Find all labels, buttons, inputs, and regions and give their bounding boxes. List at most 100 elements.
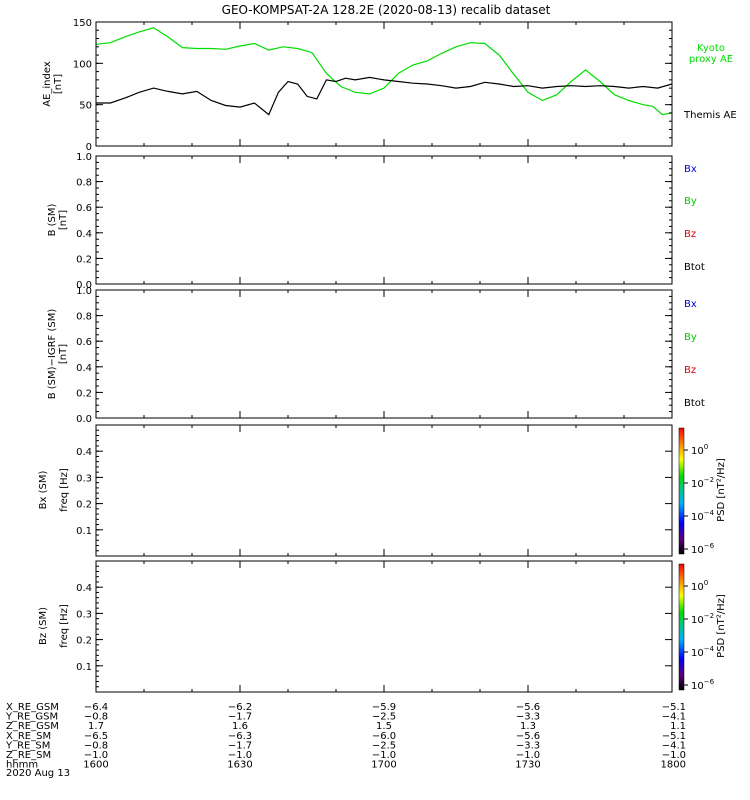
- x-table-value: 1.5: [376, 721, 392, 732]
- colorbar-tick-label: 10−2: [691, 476, 714, 490]
- legend-themis: Themis AE: [683, 110, 737, 121]
- b-sm-legend-bz: Bz: [684, 229, 696, 240]
- y-tick-label: 0.8: [76, 312, 92, 323]
- x-table-value: −1.0: [84, 750, 108, 761]
- b-sm-legend-bx: Bx: [684, 164, 697, 175]
- x-table-value: −5.9: [372, 702, 396, 713]
- y-tick-label: 0.3: [76, 609, 92, 620]
- y-tick-label: 0.0: [76, 414, 92, 425]
- bz-spectrogram-panel: 0.10.20.30.4 Bz (SM) freq [Hz] 10010−210…: [38, 560, 727, 693]
- x-table-value: −0.8: [84, 740, 108, 751]
- bz-spectrogram-ylabel: Bz (SM): [38, 607, 49, 645]
- series-themis-ae: [96, 76, 673, 116]
- b-igrf-ticks: 0.0 0.2 0.4 0.6 0.8 1.0: [76, 286, 673, 425]
- b-igrf-ylabel: B (SM)−IGRF (SM): [47, 309, 58, 400]
- y-tick-label: 150: [73, 18, 92, 29]
- b-igrf-yunit: [nT]: [58, 344, 69, 364]
- b-sm-yunit: [nT]: [58, 210, 69, 230]
- y-tick-label: 0.0: [76, 280, 92, 291]
- x-table-value: 1730: [515, 760, 540, 771]
- x-table-row-label: X_RE_GSM: [6, 702, 59, 713]
- x-axis-date: 2020 Aug 13: [6, 768, 70, 779]
- legend-kyoto-line1: Kyoto: [697, 43, 725, 54]
- ae-panel: 0 50 100 150 AE_index [nT] Kyoto proxy AE T…: [42, 18, 737, 153]
- b-sm-legend-by: By: [684, 196, 697, 207]
- x-table-value: −5.1: [662, 702, 686, 713]
- x-table-value: −4.1: [662, 740, 686, 751]
- colorbar-tick-label: 100: [691, 443, 708, 457]
- bx-colorbar: [678, 427, 685, 555]
- b-igrf-legend-by: By: [684, 332, 697, 343]
- colorbar-tick-exponent: −2: [704, 476, 714, 484]
- x-table-value: −6.0: [372, 731, 396, 742]
- bz-spectrogram-ticks: 0.1 0.2 0.3 0.4: [76, 560, 673, 693]
- colorbar-tick-exponent: 0: [704, 579, 708, 587]
- x-table-value: −6.2: [228, 702, 252, 713]
- b-sm-panel: 0.00.20.40.60.81.0 B (SM) [nT] Bx By Bz …: [47, 152, 705, 291]
- x-table-value: −6.5: [84, 731, 108, 742]
- x-table-value: −5.6: [516, 702, 540, 713]
- x-table-value: −5.1: [662, 731, 686, 742]
- b-sm-ticks: 0.0 0.2 0.4 0.6 0.8 1.0: [76, 152, 673, 291]
- y-tick-label: 1.0: [76, 152, 92, 163]
- ae-ticks: 0 50 100 150: [73, 18, 673, 153]
- x-table-row-label: Y_RE_SM: [5, 740, 50, 751]
- bz-spectrogram-freq-label: freq [Hz]: [59, 604, 70, 648]
- b-igrf-panel: 0.0 0.2 0.4 0.6 0.8 1.0 B (SM)−IGRF (SM) [nT]…: [47, 286, 705, 425]
- x-table-value: −1.7: [228, 740, 252, 751]
- y-tick-label: 0.6: [76, 203, 92, 214]
- ae-panel-frame: [95, 21, 673, 147]
- colorbar-tick-exponent: −6: [704, 542, 715, 550]
- colorbar-tick-label: 10−6: [691, 678, 715, 692]
- x-table-value: 1.3: [520, 721, 536, 732]
- x-table-value: 1.7: [88, 721, 104, 732]
- y-tick-label: 0.1: [76, 526, 92, 537]
- y-tick-label: 0.4: [76, 447, 92, 458]
- bx-spectrogram-panel: 0.10.20.30.4 Bx (SM) freq [Hz] 10010−210…: [38, 424, 727, 557]
- x-table-value: 1600: [83, 760, 108, 771]
- x-table-value: 1700: [371, 760, 396, 771]
- x-table-value: −4.1: [662, 712, 686, 723]
- x-table-value: −1.0: [228, 750, 252, 761]
- y-tick-label: 0: [86, 142, 92, 153]
- bx-colorbar-label: PSD [nT²/Hz]: [716, 458, 727, 522]
- bz-colorbar: [678, 563, 685, 691]
- bx-spectrogram-freq-label: freq [Hz]: [59, 468, 70, 512]
- colorbar-tick-exponent: −6: [704, 678, 715, 686]
- x-table-value: −3.3: [516, 712, 540, 723]
- y-tick-label: 0.4: [76, 229, 92, 240]
- bx-spectrogram-ticks: 0.1 0.2 0.3 0.4: [76, 424, 673, 557]
- b-igrf-legend-bz: Bz: [684, 365, 696, 376]
- ae-yunit: [nT]: [53, 74, 64, 94]
- y-tick-label: 50: [79, 101, 92, 112]
- bz-colorbar-ticks: 100 10−2 10−4 10−6: [684, 579, 715, 692]
- x-table-value: 1.1: [670, 721, 686, 732]
- b-sm-panel-frame: [95, 155, 673, 285]
- x-table-row-label: hhmm: [6, 760, 38, 771]
- y-tick-label: 0.2: [76, 500, 92, 511]
- b-sm-ylabel: B (SM): [47, 203, 58, 236]
- colorbar-tick-label: 10−2: [691, 612, 714, 626]
- ae-ylabel: AE_index: [42, 61, 53, 107]
- colorbar-tick-exponent: 0: [704, 443, 708, 451]
- bx-spectrogram-ylabel: Bx (SM): [38, 471, 49, 510]
- colorbar-tick-exponent: −4: [704, 509, 715, 517]
- ae-lines: [95, 27, 673, 116]
- x-table-value: −1.0: [372, 750, 396, 761]
- y-tick-label: 0.8: [76, 178, 92, 189]
- x-table-value: 1800: [661, 760, 686, 771]
- chart-title: GEO-KOMPSAT-2A 128.2E (2020-08-13) recal…: [222, 3, 551, 17]
- y-tick-label: 0.4: [76, 363, 92, 374]
- y-tick-label: 0.1: [76, 662, 92, 673]
- legend-kyoto-line2: proxy AE: [689, 54, 733, 65]
- x-table-row-label: X_RE_SM: [6, 731, 51, 742]
- bz-colorbar-label: PSD [nT²/Hz]: [716, 594, 727, 658]
- y-tick-label: 0.2: [76, 388, 92, 399]
- b-igrf-legend-btot: Btot: [684, 398, 705, 409]
- x-table-value: −1.7: [228, 712, 252, 723]
- b-sm-legend-btot: Btot: [684, 262, 705, 273]
- bx-colorbar-ticks: 100 10−2 10−4 10−6: [684, 443, 715, 556]
- colorbar-tick-label: 10−4: [691, 509, 715, 523]
- y-tick-label: 0.4: [76, 583, 92, 594]
